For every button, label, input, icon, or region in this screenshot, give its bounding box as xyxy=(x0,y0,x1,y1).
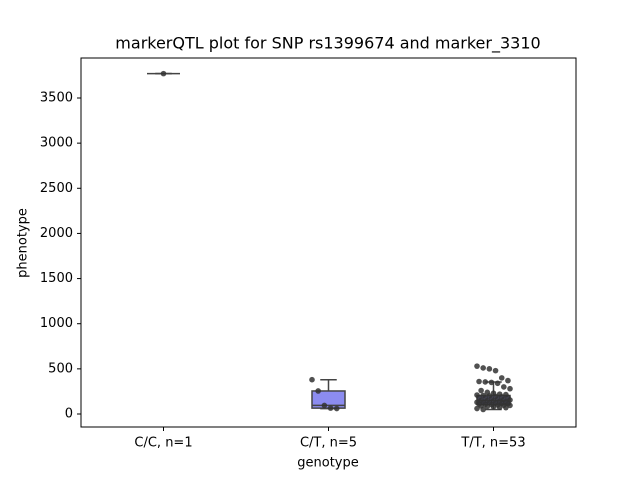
y-tick-label: 2500 xyxy=(40,181,73,196)
data-point xyxy=(492,367,499,374)
y-axis-label: phenotype xyxy=(16,208,31,278)
x-tick-label: C/T, n=5 xyxy=(300,436,357,451)
data-point xyxy=(480,406,486,413)
y-tick-label: 3500 xyxy=(40,90,73,105)
data-point xyxy=(315,388,321,394)
data-point xyxy=(333,405,340,412)
data-point xyxy=(160,70,167,77)
data-point xyxy=(476,378,482,385)
data-point xyxy=(505,377,511,384)
y-tick-label: 0 xyxy=(65,406,73,421)
data-point xyxy=(309,376,315,383)
data-point xyxy=(488,379,495,386)
y-tick-label: 1500 xyxy=(40,271,73,286)
y-tick-label: 2000 xyxy=(40,226,73,241)
data-point xyxy=(484,403,491,410)
data-point xyxy=(478,387,484,394)
data-point xyxy=(482,379,489,385)
data-point xyxy=(503,404,509,411)
data-point xyxy=(486,366,493,372)
plot-frame xyxy=(80,57,577,428)
data-point xyxy=(494,380,501,387)
data-point xyxy=(321,402,328,409)
y-tick-label: 500 xyxy=(48,361,73,376)
chart-title: markerQTL plot for SNP rs1399674 and mar… xyxy=(115,34,540,54)
data-point xyxy=(490,403,497,410)
data-point xyxy=(507,402,513,409)
x-tick-label: C/C, n=1 xyxy=(134,436,192,451)
y-tick-label: 3000 xyxy=(40,136,73,151)
data-point xyxy=(474,405,480,412)
data-point xyxy=(327,405,334,411)
y-tick-label: 1000 xyxy=(40,316,73,331)
data-point xyxy=(480,365,486,371)
x-tick-label: T/T, n=53 xyxy=(460,436,525,451)
data-point xyxy=(474,363,480,369)
data-point xyxy=(498,375,505,381)
data-point xyxy=(501,384,507,390)
data-point xyxy=(496,404,503,411)
data-point xyxy=(507,385,513,392)
x-axis-label: genotype xyxy=(297,456,358,471)
